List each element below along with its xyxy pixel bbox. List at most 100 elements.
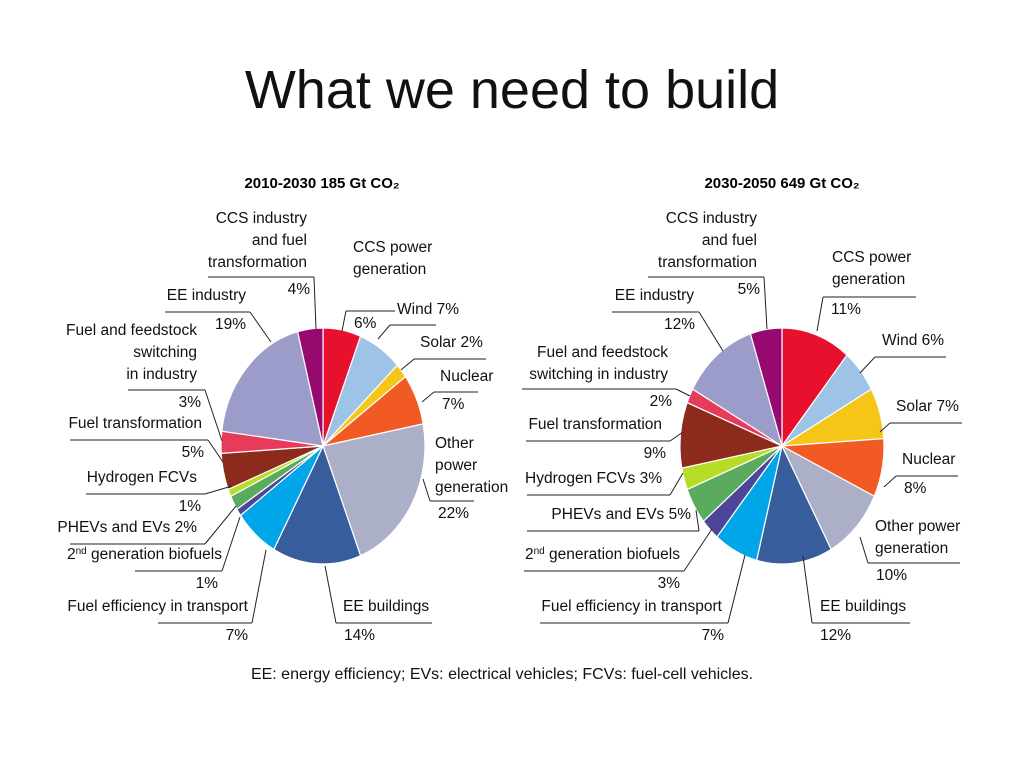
leader-line xyxy=(802,555,813,624)
slice-label-text: Solar 2% xyxy=(420,334,483,351)
slice-label-text: Fuel transformation xyxy=(528,416,662,433)
slice-label-hydrogen-fcvs-3: Hydrogen FCVs 3% xyxy=(525,470,684,496)
pie-chart-2030-2050: 2030-2050 649 Gt CO₂ CCS power generation 1… xyxy=(522,175,962,644)
leader-line xyxy=(695,509,700,532)
slice-label-text: Hydrogen FCVs xyxy=(87,469,198,486)
slice-label-fuel-transformation: Fuel transformation 9% xyxy=(526,416,684,462)
slice-label-text: 2nd generation biofuels xyxy=(525,546,680,564)
leader-line xyxy=(669,472,684,496)
pie-slice-other-power-generation xyxy=(322,423,426,557)
slice-label-text: Nuclear xyxy=(440,368,493,385)
slice-label-hydrogen-fcvs: Hydrogen FCVs 1% xyxy=(86,469,233,515)
slice-value-label: 3% xyxy=(179,394,202,411)
slice-label-fuel-efficiency-in-transport: Fuel efficiency in transport 7% xyxy=(67,549,267,644)
slice-label-fuel-and-feedstock-switching-in-industry: Fuel and feedstock switching in industry 3% xyxy=(66,322,223,442)
leader-line xyxy=(675,388,691,397)
slice-label-text: PHEVs and EVs 5% xyxy=(551,506,691,523)
leader-line xyxy=(313,276,317,330)
slice-label-nuclear: Nuclear 7% xyxy=(421,368,493,413)
slice-value-label: 10% xyxy=(876,567,907,584)
slice-label-text: Fuel efficiency in transport xyxy=(67,598,248,615)
slice-label-text: CCS power generation xyxy=(353,239,432,278)
slice-label-text: Wind 7% xyxy=(397,301,459,318)
slice-label-text: EE industry xyxy=(167,287,247,304)
leader-line xyxy=(816,296,824,332)
leader-line xyxy=(698,311,724,352)
leader-line xyxy=(377,324,391,340)
slice-label-text: Fuel and feedstock switching in industry xyxy=(529,344,668,383)
slice-value-label: 22% xyxy=(438,505,469,522)
slice-label-other-power-generation: Other power generation 10% xyxy=(859,518,960,584)
slice-label-ccs-industry-and-fuel-transformation: CCS industry and fuel transformation 4% xyxy=(208,210,317,330)
slice-value-label: 7% xyxy=(702,627,725,644)
leader-line xyxy=(221,516,241,572)
slice-label-text: EE industry xyxy=(615,287,695,304)
slice-label-text: Wind 6% xyxy=(882,332,944,349)
slice-label-text: Fuel and feedstock switching in industry xyxy=(66,322,197,383)
leader-line xyxy=(683,528,713,572)
leader-line xyxy=(251,549,267,624)
slice-label-text: Hydrogen FCVs 3% xyxy=(525,470,662,487)
footnote: EE: energy efficiency; EVs: electrical v… xyxy=(250,666,754,683)
slice-value-label: 6% xyxy=(354,315,377,332)
slice-label-text: Other power generation xyxy=(875,518,960,557)
pie-slice-ee-industry xyxy=(691,332,784,448)
slice-label-text: CCS industry and fuel transformation xyxy=(658,210,757,271)
slice-label-ccs-power-generation: CCS power generation 11% xyxy=(816,249,916,332)
pie-slice-ee-buildings xyxy=(273,444,362,565)
chart-title: 2030-2050 649 Gt CO₂ xyxy=(704,175,859,192)
slice-value-label: 3% xyxy=(658,575,681,592)
slice-label-wind-6: Wind 6% xyxy=(859,332,946,374)
slice-label-2nd-generation-biofuels: 2nd generation biofuels 1% xyxy=(67,516,241,592)
slice-value-label: 4% xyxy=(288,281,311,298)
slice-value-label: 14% xyxy=(344,627,375,644)
leader-line xyxy=(879,422,891,433)
slice-label-ee-industry: EE industry 19% xyxy=(165,287,272,343)
slice-value-label: 7% xyxy=(226,627,249,644)
slice-label-2nd-generation-biofuels: 2nd generation biofuels 3% xyxy=(524,528,713,592)
chart-title: 2010-2030 185 Gt CO₂ xyxy=(244,175,399,192)
leader-line xyxy=(249,311,272,343)
slice-label-text: CCS power generation xyxy=(832,249,911,288)
slice-label-fuel-and-feedstock-switching-in-industry: Fuel and feedstock switching in industry 2… xyxy=(522,344,691,410)
pie-slice-ee-industry xyxy=(221,330,324,447)
leader-line xyxy=(422,478,431,502)
slice-value-label: 1% xyxy=(179,498,202,515)
leader-line xyxy=(400,358,415,371)
slice-label-text: PHEVs and EVs 2% xyxy=(57,519,197,536)
slice-label-text: Solar 7% xyxy=(896,398,959,415)
slice-label-text: 2nd generation biofuels xyxy=(67,546,222,564)
leader-line xyxy=(204,505,237,545)
leader-line xyxy=(763,276,768,330)
leader-line xyxy=(859,356,876,374)
slice-label-text: Fuel transformation xyxy=(68,415,202,432)
leader-line xyxy=(204,485,233,495)
slice-value-label: 12% xyxy=(664,316,695,333)
slice-label-other-power-generation: Other power generation 22% xyxy=(422,435,508,522)
slice-value-label: 2% xyxy=(650,393,673,410)
leader-line xyxy=(207,439,224,463)
leader-line xyxy=(859,536,869,564)
pie-slice-ccs-industry-and-fuel-transformation xyxy=(296,327,324,447)
pie-chart-2010-2030: 2010-2030 185 Gt CO₂ CCS power generation 6… xyxy=(57,175,508,644)
leader-line xyxy=(421,391,435,403)
leader-line xyxy=(883,475,897,488)
slice-value-label: 8% xyxy=(904,480,927,497)
slice-label-phevs-and-evs-2: PHEVs and EVs 2% xyxy=(57,505,237,545)
slice-label-ee-buildings: EE buildings 14% xyxy=(324,565,432,644)
slice-label-phevs-and-evs-5: PHEVs and EVs 5% xyxy=(527,506,700,532)
slice-value-label: 9% xyxy=(644,445,667,462)
slice-value-label: 7% xyxy=(442,396,465,413)
slice-label-ee-buildings: EE buildings 12% xyxy=(802,555,910,644)
slice-label-text: Nuclear xyxy=(902,451,955,468)
leader-line xyxy=(727,554,746,624)
slice-label-text: EE buildings xyxy=(343,598,429,615)
slice-value-label: 11% xyxy=(831,301,861,318)
leader-line xyxy=(324,565,337,624)
pie-slice-ccs-industry-and-fuel-transformation xyxy=(749,327,783,447)
slice-label-fuel-transformation: Fuel transformation 5% xyxy=(68,415,224,463)
leader-line xyxy=(341,310,347,332)
slice-label-nuclear: Nuclear 8% xyxy=(883,451,958,497)
pie-slice-other-power-generation xyxy=(780,444,876,551)
